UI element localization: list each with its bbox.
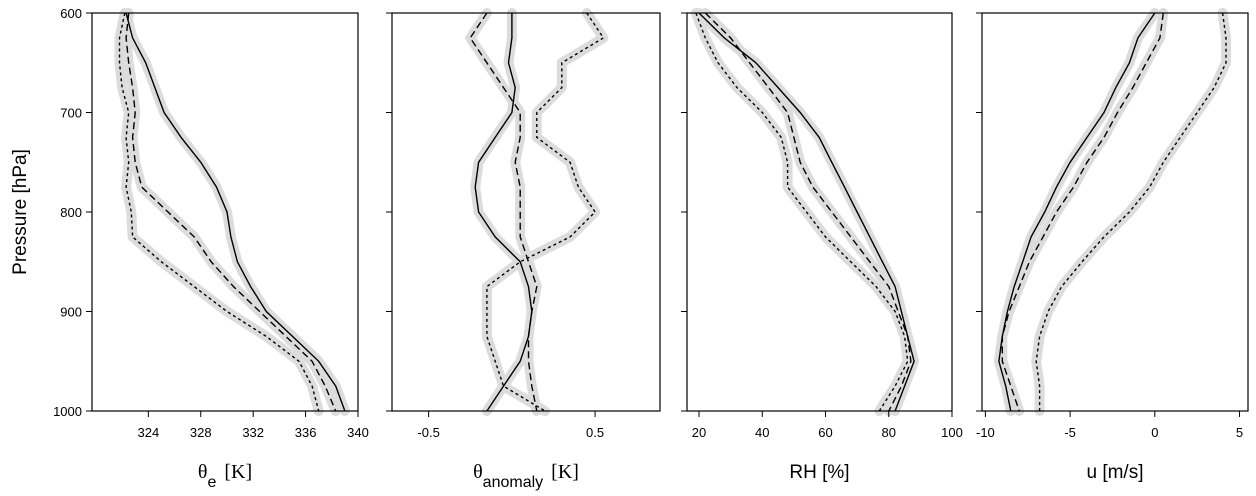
profile-line bbox=[125, 12, 337, 412]
label-part: θ bbox=[198, 461, 208, 483]
y-axis-label: Pressure [hPa] bbox=[10, 149, 31, 275]
panel: 324 328 332 336 340 600 700 800 900 1000 θe [K] Pres… bbox=[10, 6, 369, 491]
x-tick-label: 20 bbox=[692, 425, 706, 440]
profile-line bbox=[125, 12, 346, 412]
error-band bbox=[481, 8, 609, 416]
panel: -0.5 0.5 θanomaly [K] bbox=[386, 8, 661, 491]
profile-line bbox=[469, 12, 538, 412]
x-tick-label: -10 bbox=[976, 425, 995, 440]
profile-line bbox=[1035, 12, 1227, 411]
error-band bbox=[690, 8, 913, 416]
panel: -10 -5 0 5 u [m/s] bbox=[976, 8, 1249, 483]
x-tick-label: -0.5 bbox=[417, 425, 439, 440]
error-band bbox=[121, 8, 350, 416]
y-tick-label: 700 bbox=[60, 106, 82, 121]
label-part: anomaly bbox=[483, 474, 543, 491]
label-part: [K] bbox=[551, 461, 579, 483]
x-axis-label: θe [K] bbox=[198, 461, 252, 491]
x-tick-label: 100 bbox=[941, 425, 963, 440]
label-part: e bbox=[207, 474, 216, 491]
profile-line bbox=[474, 13, 533, 412]
label-part: [K] bbox=[224, 461, 252, 483]
x-tick-label: 0 bbox=[1151, 425, 1158, 440]
profile-line bbox=[998, 12, 1156, 412]
profile-line bbox=[486, 12, 605, 412]
profile-line bbox=[118, 12, 320, 412]
x-tick-label: 0.5 bbox=[586, 425, 604, 440]
profile-line bbox=[1001, 12, 1164, 412]
x-tick-label: -5 bbox=[1064, 425, 1076, 440]
error-band bbox=[1031, 8, 1231, 416]
x-tick-label: 80 bbox=[882, 425, 896, 440]
profile-line bbox=[698, 12, 915, 412]
x-axis-label: θanomaly [K] bbox=[473, 461, 579, 491]
x-tick-label: 332 bbox=[242, 425, 264, 440]
x-tick-label: 60 bbox=[818, 425, 832, 440]
x-tick-label: 340 bbox=[347, 425, 369, 440]
y-tick-label: 1000 bbox=[53, 404, 82, 419]
x-tick-label: 328 bbox=[190, 425, 212, 440]
x-tick-label: 324 bbox=[137, 425, 159, 440]
x-tick-label: 40 bbox=[755, 425, 769, 440]
x-axis-label: RH [%] bbox=[789, 462, 849, 483]
error-band bbox=[997, 8, 1169, 416]
x-tick-label: 5 bbox=[1236, 425, 1243, 440]
x-tick-label: 336 bbox=[295, 425, 317, 440]
plot-frame bbox=[981, 12, 1249, 412]
y-tick-label: 800 bbox=[60, 205, 82, 220]
label-part: θ bbox=[473, 461, 483, 483]
x-axis-label: u [m/s] bbox=[1086, 462, 1143, 483]
panel: 20 40 60 80 100 RH [%] bbox=[681, 8, 963, 483]
profile-line bbox=[695, 12, 909, 412]
y-tick-label: 600 bbox=[60, 6, 82, 21]
y-tick-label: 900 bbox=[60, 305, 82, 320]
